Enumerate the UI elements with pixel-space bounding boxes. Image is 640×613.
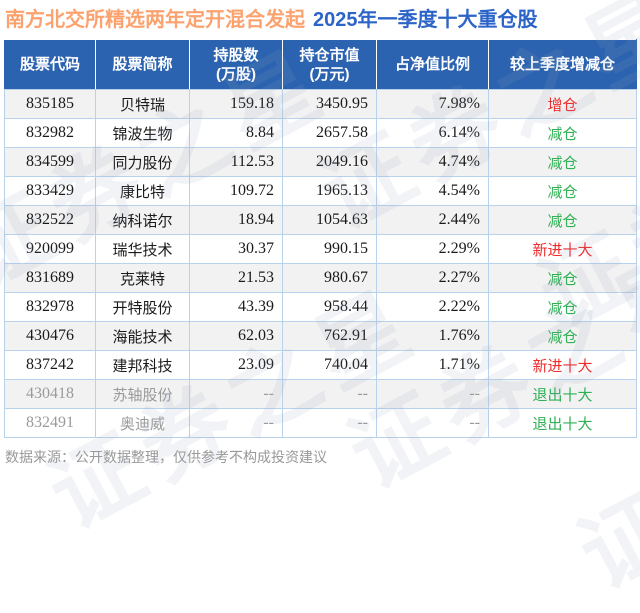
quarter-change-cell: 新进十大 (488, 234, 637, 264)
stock-code-cell: 832491 (4, 408, 96, 438)
shares-cell: 18.94 (189, 205, 283, 235)
stock-code-cell: 834599 (4, 147, 96, 177)
quarter-change-cell: 减仓 (488, 176, 637, 206)
market-value-cell: 3450.95 (282, 89, 377, 119)
table-row: 832978 开特股份 43.39 958.44 2.22% 减仓 (4, 292, 637, 322)
stock-code-cell: 430476 (4, 321, 96, 351)
market-value-cell: -- (282, 408, 377, 438)
shares-cell: 43.39 (189, 292, 283, 322)
shares-cell: 21.53 (189, 263, 283, 293)
header-stock-code: 股票代码 (4, 39, 96, 90)
net-value-pct-cell: 4.54% (376, 176, 489, 206)
stock-code-cell: 833429 (4, 176, 96, 206)
market-value-cell: 1054.63 (282, 205, 377, 235)
stock-name-cell: 建邦科技 (95, 350, 190, 380)
shares-cell: 23.09 (189, 350, 283, 380)
table-row: 832491 奥迪威 -- -- -- 退出十大 (4, 408, 637, 438)
header-shares: 持股数 (万股) (189, 39, 283, 90)
header-stock-name: 股票简称 (95, 39, 190, 90)
stock-name-cell: 苏轴股份 (95, 379, 190, 409)
stock-name-cell: 瑞华技术 (95, 234, 190, 264)
net-value-pct-cell: 2.27% (376, 263, 489, 293)
table-row: 832522 纳科诺尔 18.94 1054.63 2.44% 减仓 (4, 205, 637, 235)
quarter-change-cell: 减仓 (488, 321, 637, 351)
market-value-cell: 958.44 (282, 292, 377, 322)
stock-name-cell: 纳科诺尔 (95, 205, 190, 235)
stock-name-cell: 贝特瑞 (95, 89, 190, 119)
table-row: 832982 锦波生物 8.84 2657.58 6.14% 减仓 (4, 118, 637, 148)
market-value-cell: 762.91 (282, 321, 377, 351)
net-value-pct-cell: 1.71% (376, 350, 489, 380)
net-value-pct-cell: 2.29% (376, 234, 489, 264)
stock-name-cell: 开特股份 (95, 292, 190, 322)
quarter-change-cell: 减仓 (488, 263, 637, 293)
shares-cell: 109.72 (189, 176, 283, 206)
market-value-cell: 740.04 (282, 350, 377, 380)
quarter-change-cell: 减仓 (488, 205, 637, 235)
quarter-change-cell: 减仓 (488, 118, 637, 148)
shares-cell: 62.03 (189, 321, 283, 351)
shares-cell: 159.18 (189, 89, 283, 119)
report-period: 2025年一季度十大重仓股 (313, 9, 538, 31)
net-value-pct-cell: 6.14% (376, 118, 489, 148)
quarter-change-cell: 增仓 (488, 89, 637, 119)
quarter-change-cell: 减仓 (488, 147, 637, 177)
quarter-change-cell: 退出十大 (488, 379, 637, 409)
holdings-table: 股票代码 股票简称 持股数 (万股) 持仓市值 (万元) 占净值比例 较上季度增… (4, 39, 637, 438)
page-title: 南方北交所精选两年定开混合发起 2025年一季度十大重仓股 (5, 7, 635, 33)
stock-code-cell: 831689 (4, 263, 96, 293)
stock-name-cell: 克莱特 (95, 263, 190, 293)
market-value-cell: 990.15 (282, 234, 377, 264)
table-row: 835185 贝特瑞 159.18 3450.95 7.98% 增仓 (4, 89, 637, 119)
market-value-cell: 2657.58 (282, 118, 377, 148)
stock-code-cell: 430418 (4, 379, 96, 409)
shares-cell: 30.37 (189, 234, 283, 264)
table-row: 834599 同力股份 112.53 2049.16 4.74% 减仓 (4, 147, 637, 177)
table-row: 430418 苏轴股份 -- -- -- 退出十大 (4, 379, 637, 409)
stock-code-cell: 832522 (4, 205, 96, 235)
market-value-cell: 2049.16 (282, 147, 377, 177)
net-value-pct-cell: 2.22% (376, 292, 489, 322)
quarter-change-cell: 退出十大 (488, 408, 637, 438)
stock-name-cell: 康比特 (95, 176, 190, 206)
fund-name: 南方北交所精选两年定开混合发起 (5, 9, 305, 31)
market-value-cell: 1965.13 (282, 176, 377, 206)
shares-cell: -- (189, 408, 283, 438)
market-value-cell: 980.67 (282, 263, 377, 293)
shares-cell: 8.84 (189, 118, 283, 148)
net-value-pct-cell: 1.76% (376, 321, 489, 351)
header-quarter-change: 较上季度增减仓 (488, 39, 637, 90)
table-header-row: 股票代码 股票简称 持股数 (万股) 持仓市值 (万元) 占净值比例 较上季度增… (4, 39, 637, 90)
stock-name-cell: 海能技术 (95, 321, 190, 351)
table-row: 837242 建邦科技 23.09 740.04 1.71% 新进十大 (4, 350, 637, 380)
net-value-pct-cell: 2.44% (376, 205, 489, 235)
net-value-pct-cell: -- (376, 379, 489, 409)
stock-code-cell: 832978 (4, 292, 96, 322)
data-source-note: 数据来源：公开数据整理，仅供参考不构成投资建议 (5, 449, 327, 465)
table-row: 430476 海能技术 62.03 762.91 1.76% 减仓 (4, 321, 637, 351)
net-value-pct-cell: 7.98% (376, 89, 489, 119)
header-market-value: 持仓市值 (万元) (282, 39, 377, 90)
net-value-pct-cell: 4.74% (376, 147, 489, 177)
shares-cell: 112.53 (189, 147, 283, 177)
table-row: 920099 瑞华技术 30.37 990.15 2.29% 新进十大 (4, 234, 637, 264)
quarter-change-cell: 减仓 (488, 292, 637, 322)
stock-name-cell: 同力股份 (95, 147, 190, 177)
table-row: 831689 克莱特 21.53 980.67 2.27% 减仓 (4, 263, 637, 293)
stock-code-cell: 835185 (4, 89, 96, 119)
quarter-change-cell: 新进十大 (488, 350, 637, 380)
market-value-cell: -- (282, 379, 377, 409)
table-row: 833429 康比特 109.72 1965.13 4.54% 减仓 (4, 176, 637, 206)
stock-name-cell: 奥迪威 (95, 408, 190, 438)
stock-code-cell: 837242 (4, 350, 96, 380)
header-net-value-pct: 占净值比例 (376, 39, 489, 90)
stock-name-cell: 锦波生物 (95, 118, 190, 148)
net-value-pct-cell: -- (376, 408, 489, 438)
stock-code-cell: 832982 (4, 118, 96, 148)
stock-code-cell: 920099 (4, 234, 96, 264)
table-body: 835185 贝特瑞 159.18 3450.95 7.98% 增仓 832982 锦波生物 8… (4, 89, 637, 438)
shares-cell: -- (189, 379, 283, 409)
